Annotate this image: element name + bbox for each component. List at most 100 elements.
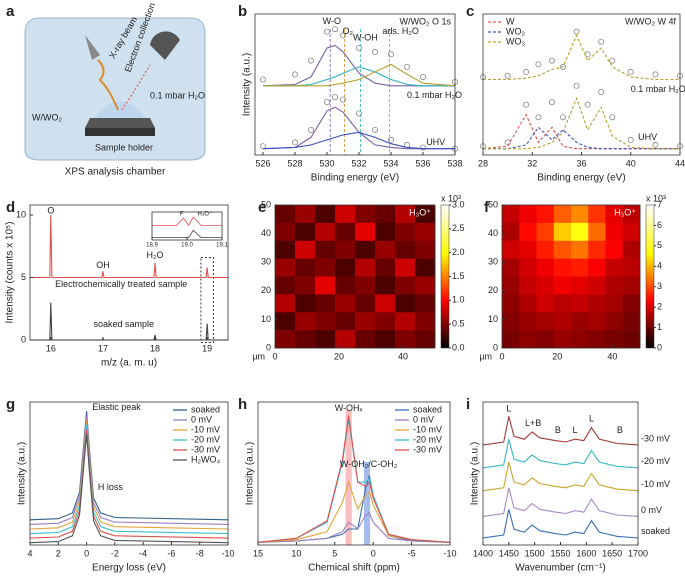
heat-cell [315,312,336,331]
x-tick-label: 534 [383,158,398,168]
plot-frame [274,204,436,349]
panel-inset: F H₃O⁺ 18.9 19.0 19.1 [146,211,228,249]
x-tick-label: 10 [291,548,301,558]
heat-cell [315,276,336,295]
y-tick-label: 0 [266,342,271,352]
data-point [387,136,394,143]
heat-cell [415,240,436,259]
heat-cell [622,222,641,242]
heat-cell [335,222,356,242]
heat-cell [395,222,416,242]
legend-label: -20 mV [413,434,442,444]
heat-cell [502,330,520,349]
colorbar-label: 7 [657,199,662,209]
panel-e: e 0.0 0.5 1.0 1.5 2.0 2.5 3.0x 10³ H₃O⁺ 0 20 40 0 10 2… [252,193,464,361]
data-point [560,114,567,121]
annotation: O [47,206,54,216]
annotation: L+B [525,418,541,428]
heat-cell [355,258,376,277]
x-tick-label: -4 [139,548,147,558]
data-point [323,28,330,35]
colorbar-label: 2.0 [452,247,465,257]
heat-cell [553,312,572,331]
series-line [263,66,455,87]
data-point [355,44,362,51]
heat-cell [355,205,376,224]
x-ray [97,59,119,111]
heat-cell [375,205,396,224]
heat-cell [519,312,537,331]
heat-cell [395,276,416,295]
series-label: -30 mV [641,433,670,443]
heat-cell [395,294,416,313]
holder-label: Sample holder [95,142,153,152]
heat-cell [571,240,589,259]
colorbar-title: x 10³ [646,193,666,203]
panel-letter: g [6,396,15,413]
heat-cell [536,294,555,313]
data-point [259,76,266,83]
panel-f: f 0 1 2 3 4 5 6 7x 10³ H₃O⁺ 0 20 40 0 10 20 30 40 50 µm [479,193,666,361]
y-tick-label: 0 [493,342,498,352]
annotation: B [555,425,561,435]
heat-cell [588,330,606,349]
x-tick-label: 1400 [473,548,493,558]
series-line [29,433,229,544]
annotation: 0.1 mbar H₂O [631,84,685,94]
plot-frame [257,401,451,546]
series-line [152,229,222,238]
annotation: soaked sample [94,319,155,329]
heat-cell [415,294,436,313]
heat-cell [571,330,589,349]
heat-cell [375,240,396,259]
x-tick-label: 28 [478,158,488,168]
colorbar-label: 3 [657,281,662,291]
data-point [584,101,591,108]
heat-cell [355,240,376,259]
data-point [584,51,591,58]
data-point [652,71,659,78]
x-tick-label: 19.0 [181,243,193,249]
plot-frame [501,204,641,349]
map-label: H₃O⁺ [614,207,636,217]
data-point [573,28,580,35]
heat-cell [536,276,555,295]
heat-cell [536,240,555,259]
x-tick-label: 532 [351,158,366,168]
heat-cell [588,294,606,313]
heat-cell [275,330,296,349]
x-tick-label: 1700 [628,548,648,558]
annotation: Electrochemically treated sample [55,279,187,289]
heat-cell [622,276,641,295]
panel-letter: c [466,3,474,20]
annotation: B [617,425,623,435]
series-line [483,34,680,81]
heat-cell [622,312,641,331]
heat-cell [355,276,376,295]
heat-cell [335,205,356,224]
heat-cell [275,294,296,313]
heat-cell [275,222,296,242]
panel-letter: h [238,396,247,413]
heat-cell [315,240,336,259]
heat-cell [605,276,624,295]
heat-cell [605,222,624,242]
heat-cell [375,294,396,313]
heat-cell [375,312,396,331]
x-axis-label: m/z (a. m. u) [101,358,157,369]
y-tick-label: 5 [21,272,26,282]
inset-background [152,212,222,240]
y-axis-label: Intensity (a.u.) [242,53,253,116]
data-point [291,71,298,78]
series-label: soaked [641,526,670,536]
heat-cell [553,330,572,349]
heat-cell [295,276,316,295]
data-point [323,99,330,106]
heat-cell [571,276,589,295]
colorbar-label: 1.5 [452,271,465,281]
heat-cell [335,240,356,259]
heat-cell [553,240,572,259]
heat-cell [375,330,396,349]
heat-cell [519,240,537,259]
